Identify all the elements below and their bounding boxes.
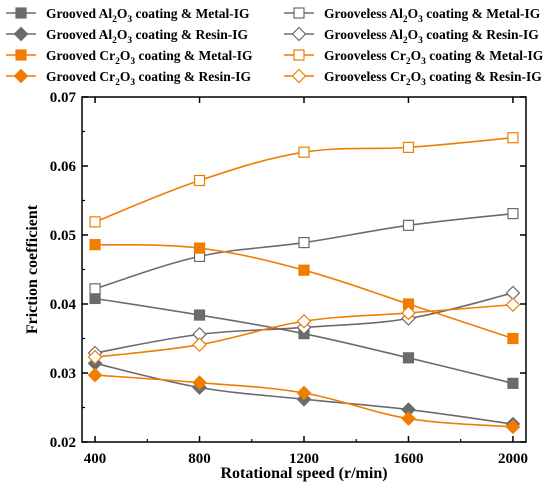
data-point [298,236,310,249]
x-tick-label: 2000 [498,451,528,467]
y-tick-label: 0.04 [50,297,77,313]
data-point [89,292,101,305]
data-point [505,297,521,313]
data-point [401,411,416,426]
data-point [298,146,310,158]
legend-item: Grooveless Cr2O3 coating & Resin-IG [284,68,542,88]
data-point [193,309,206,321]
series-6 [89,132,519,228]
data-point [402,219,415,231]
data-point [87,367,103,383]
data-point [507,132,519,144]
data-point [296,313,312,329]
legend-item: Grooved Cr2O3 coating & Resin-IG [6,68,252,88]
series-8 [87,297,521,365]
legend-item: Grooveless Al2O3 coating & Resin-IG [284,26,539,46]
legend-label: Grooveless Cr2O3 coating & Resin-IG [324,69,542,88]
legend-marker [293,49,305,61]
legend-marker [291,26,307,42]
legend: Grooved Al2O3 coating & Metal-IG Groovele… [6,6,544,88]
data-point [401,305,416,321]
data-point [192,337,207,353]
y-tick-label: 0.03 [50,366,76,382]
data-point [193,242,206,254]
legend-marker [15,49,27,61]
data-point [89,283,101,295]
legend-marker [13,68,29,84]
y-tick-label: 0.05 [50,228,76,244]
data-point [89,239,101,251]
legend-marker [291,68,307,84]
legend-label: Grooveless Al2O3 coating & Metal-IG [324,6,541,25]
legend-item: Grooved Cr2O3 coating & Metal-IG [6,48,253,67]
data-point [507,208,519,220]
legend-marker [13,26,29,42]
legend-label: Grooved Al2O3 coating & Metal-IG [46,6,250,25]
x-tick-label: 1600 [393,451,423,467]
legend-label: Grooved Al2O3 coating & Resin-IG [46,27,249,46]
legend-item: Grooved Al2O3 coating & Metal-IG [6,6,250,25]
data-point [298,264,310,276]
data-point [507,332,519,345]
data-point [507,377,519,389]
x-axis-title: Rotational speed (r/min) [220,465,387,482]
x-tick-label: 400 [84,451,107,467]
series-5 [89,239,519,345]
data-point [193,174,206,187]
data-point [505,419,521,435]
series-line [94,212,514,290]
y-axis-title: Friction coefficient [24,204,41,334]
data-point [296,385,312,401]
data-point [89,216,101,228]
legend-label: Grooved Cr2O3 coating & Resin-IG [46,69,252,88]
series-2 [89,208,519,295]
y-tick-label: 0.07 [50,90,77,106]
legend-label: Grooveless Cr2O3 coating & Metal-IG [324,48,544,67]
legend-item: Grooveless Al2O3 coating & Metal-IG [284,6,541,25]
legend-label: Grooved Cr2O3 coating & Metal-IG [46,48,253,67]
series-7 [87,367,521,435]
x-tick-label: 800 [188,451,211,467]
data-point [402,352,415,364]
y-tick-label: 0.02 [50,435,76,451]
legend-item: Grooveless Cr2O3 coating & Metal-IG [284,48,544,67]
legend-marker [293,7,305,19]
data-point [192,375,207,391]
y-tick-label: 0.06 [50,159,77,175]
legend-marker [15,7,27,19]
legend-item: Grooved Al2O3 coating & Resin-IG [6,26,249,46]
data-point [87,349,103,365]
legend-label: Grooveless Al2O3 coating & Resin-IG [324,27,539,46]
x-tick-label: 1200 [289,451,319,467]
data-point [402,141,415,153]
